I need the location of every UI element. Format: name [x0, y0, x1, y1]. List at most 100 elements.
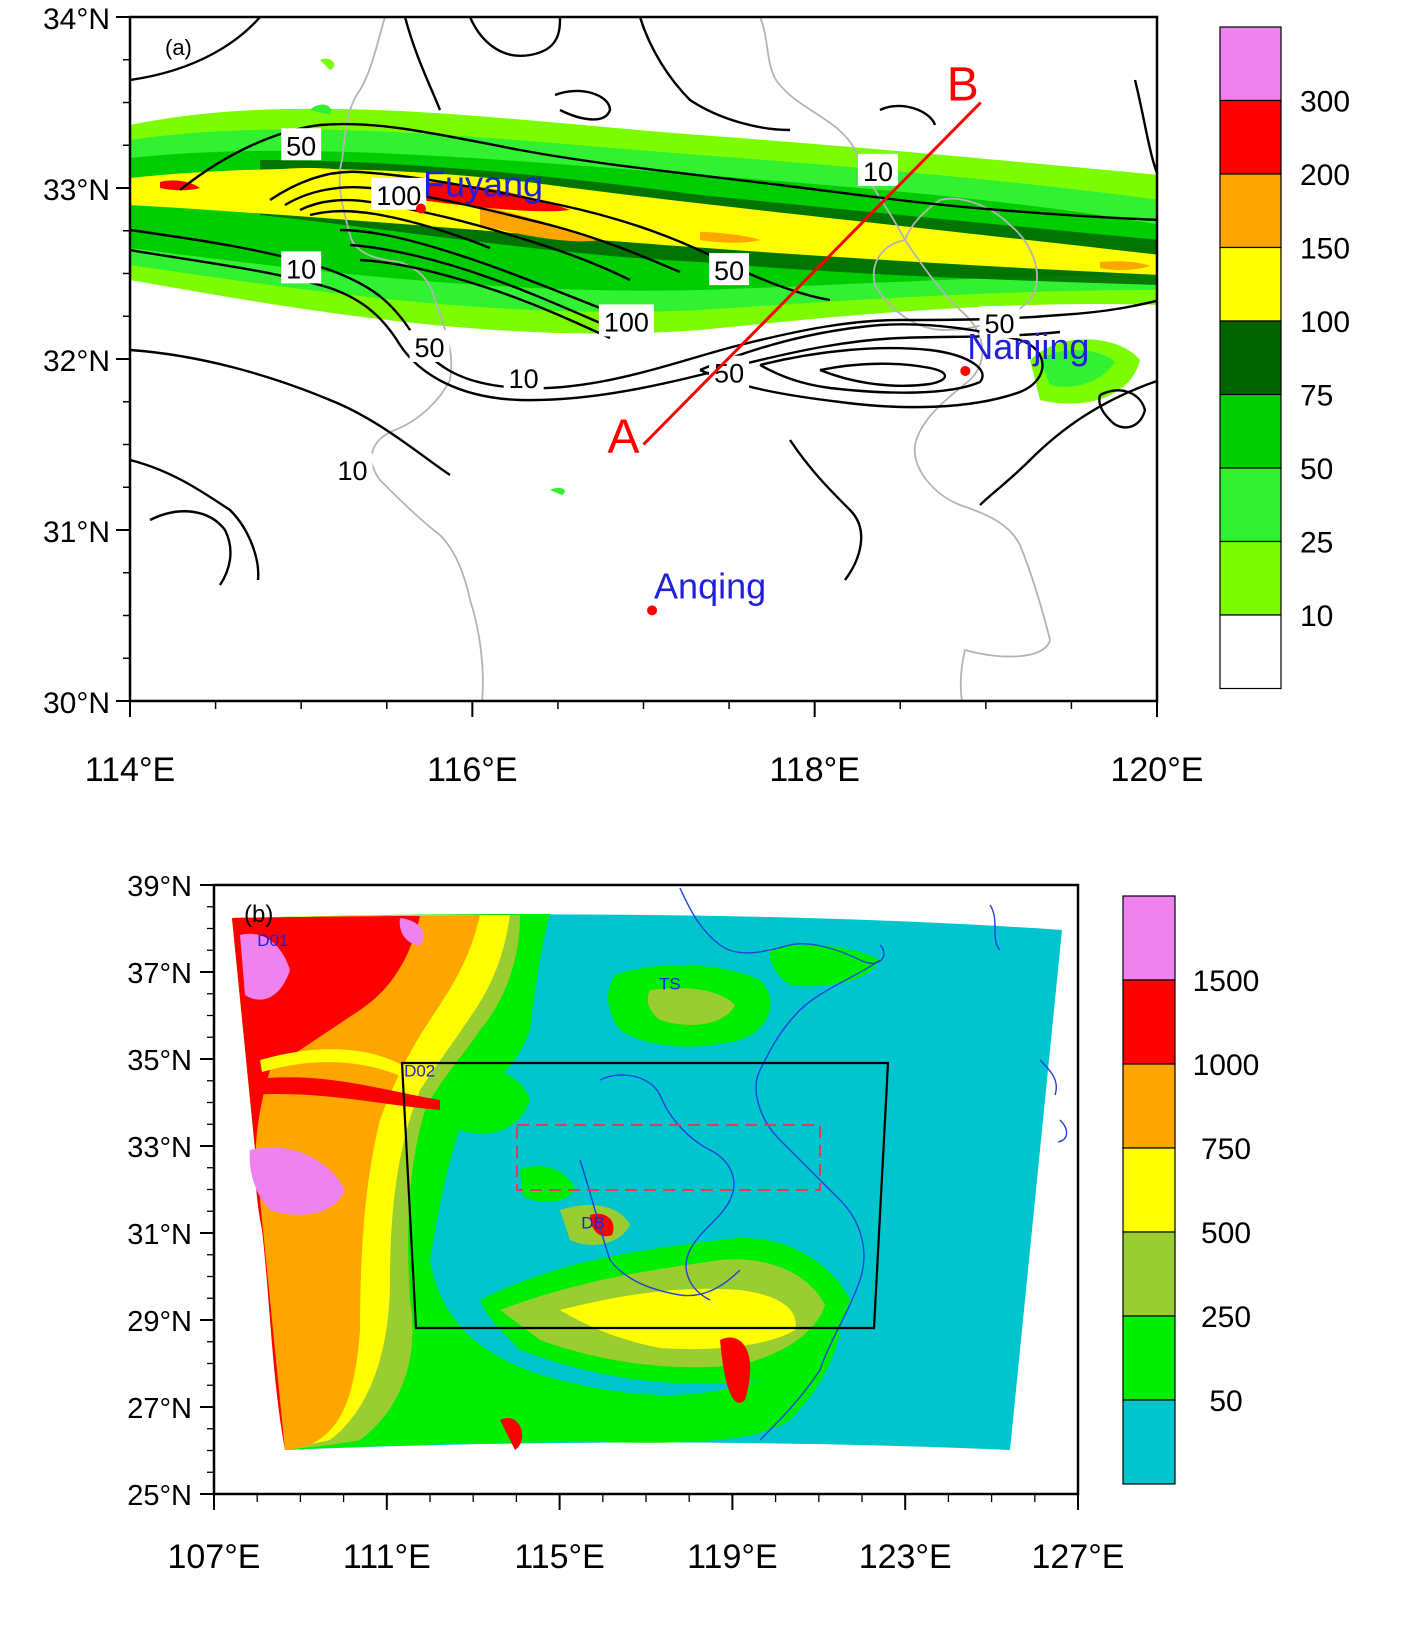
city-marker — [960, 365, 971, 376]
domain-label: D01 — [257, 931, 288, 950]
contour-label: 50 — [714, 359, 744, 389]
city-markers: Fuyang Nanjing Anqing — [415, 164, 1089, 616]
panel-b: D01 D02 TS DB (b) 39°N 37°N 35°N 33°N 31°N 29°N 2… — [127, 871, 1259, 1576]
city-label: Nanjing — [967, 326, 1089, 367]
contour-label: 50 — [286, 131, 316, 161]
colorbar-label: 500 — [1201, 1217, 1251, 1250]
contour-label: 10 — [337, 456, 367, 486]
contour-label: 50 — [714, 256, 744, 286]
terrain-shading — [232, 914, 1062, 1450]
lat-tick-label: 25°N — [127, 1480, 192, 1512]
lat-tick-label: 35°N — [127, 1045, 192, 1077]
panel-a: 50 100 10 10 50 100 50 10 50 50 10 A B (a) Fuyang N… — [43, 3, 1350, 789]
colorbar-box — [1122, 979, 1176, 1065]
panel-a-axes: 34°N 33°N 32°N 31°N 30°N 114°E 116°E 118°E 120°E — [43, 3, 1204, 789]
lat-tick-label: 34°N — [43, 3, 110, 36]
lon-tick-label: 115°E — [514, 1538, 604, 1576]
colorbar-label: 100 — [1300, 306, 1350, 339]
lat-tick-label: 39°N — [127, 871, 192, 903]
coastline — [579, 887, 1068, 1441]
contour-label: 10 — [286, 254, 316, 284]
colorbar-box — [1219, 99, 1282, 175]
colorbar-label: 150 — [1300, 233, 1350, 266]
colorbar-label: 200 — [1300, 159, 1350, 192]
analysis-area-box — [516, 1124, 821, 1191]
contour-label-bg — [979, 306, 1020, 339]
lat-tick-label: 33°N — [43, 174, 110, 207]
colorbar-box — [1219, 540, 1282, 616]
colorbar-label: 50 — [1209, 1385, 1242, 1418]
panel-a-map: 50 100 10 10 50 100 50 10 50 50 10 — [130, 17, 1157, 701]
domain-label: TS — [659, 974, 681, 993]
colorbar-box — [1219, 246, 1282, 322]
contour-label-bg — [503, 360, 544, 393]
d02-domain-box — [400, 1061, 890, 1330]
lat-tick-label: 30°N — [43, 687, 110, 720]
colorbar-label: 75 — [1300, 380, 1333, 413]
colorbar-box — [1219, 173, 1282, 249]
colorbar-box — [1122, 1315, 1176, 1401]
colorbar-label: 300 — [1300, 86, 1350, 119]
panel-b-colorbar: 1500 1000 750 500 250 50 — [1122, 895, 1260, 1485]
contour-label-bg — [709, 253, 750, 286]
contour-label: 100 — [376, 181, 421, 211]
contour-labels: 50 100 10 10 50 100 50 10 50 50 10 — [281, 128, 1020, 486]
city-marker — [647, 605, 658, 616]
contour-label: 10 — [509, 364, 539, 394]
city-label: Fuyang — [423, 164, 543, 205]
contour-label-bg — [409, 330, 450, 363]
colorbar-label: 1500 — [1193, 965, 1260, 998]
lon-tick-label: 119°E — [687, 1538, 777, 1576]
contour-label-bg — [598, 304, 654, 337]
panel-b-label: (b) — [244, 901, 273, 928]
contour-label: 100 — [604, 307, 649, 337]
colorbar-box — [1219, 467, 1282, 543]
contour-label: 10 — [863, 157, 893, 187]
cross-section-start-label: A — [608, 411, 640, 464]
lon-tick-label: 120°E — [1110, 751, 1203, 789]
colorbar-label: 50 — [1300, 453, 1333, 486]
contour-label-bg — [281, 128, 322, 161]
contour-label: 50 — [985, 309, 1015, 339]
contour-label-bg — [857, 153, 898, 186]
lon-tick-label: 118°E — [769, 751, 859, 789]
colorbar-box — [1219, 320, 1282, 396]
colorbar-label: 10 — [1300, 600, 1333, 633]
panel-b-map: D01 D02 TS DB — [232, 887, 1068, 1450]
colorbar-label: 250 — [1201, 1301, 1251, 1334]
lat-tick-label: 27°N — [127, 1393, 192, 1425]
domain-labels: D01 D02 TS DB — [257, 931, 680, 1233]
lat-tick-label: 31°N — [127, 1219, 192, 1251]
lat-tick-label: 32°N — [43, 345, 110, 378]
lat-tick-label: 29°N — [127, 1306, 192, 1338]
lat-tick-label: 33°N — [127, 1132, 192, 1164]
colorbar-box — [1219, 614, 1282, 690]
colorbar-label: 750 — [1201, 1133, 1251, 1166]
panel-b-axes: 39°N 37°N 35°N 33°N 31°N 29°N 27°N 25°N 107°E 111… — [127, 871, 1124, 1576]
province-borders — [338, 17, 1051, 701]
lon-tick-label: 114°E — [85, 751, 175, 789]
colorbar-box — [1219, 393, 1282, 469]
city-label: Anqing — [654, 565, 766, 606]
cross-section-line — [642, 101, 982, 446]
lon-tick-label: 127°E — [1031, 1538, 1124, 1576]
city-marker — [415, 203, 426, 214]
lat-tick-label: 31°N — [43, 516, 110, 549]
panel-a-colorbar: 300 200 150 100 75 50 25 10 — [1219, 26, 1350, 690]
colorbar-box — [1122, 895, 1176, 981]
contour-label-bg — [332, 453, 373, 486]
domain-label: DB — [581, 1214, 605, 1233]
colorbar-box — [1122, 1063, 1176, 1149]
lat-tick-label: 37°N — [127, 958, 192, 990]
contour-label-bg — [371, 177, 427, 210]
colorbar-box — [1122, 1147, 1176, 1233]
colorbar-box — [1122, 1231, 1176, 1317]
lon-tick-label: 111°E — [343, 1538, 431, 1576]
contour-label: 50 — [415, 333, 445, 363]
cross-section-end-label: B — [947, 59, 979, 112]
lon-tick-label: 107°E — [167, 1538, 260, 1576]
lon-tick-label: 116°E — [427, 751, 517, 789]
domain-label: D02 — [404, 1061, 435, 1080]
contour-label-bg — [281, 251, 322, 284]
